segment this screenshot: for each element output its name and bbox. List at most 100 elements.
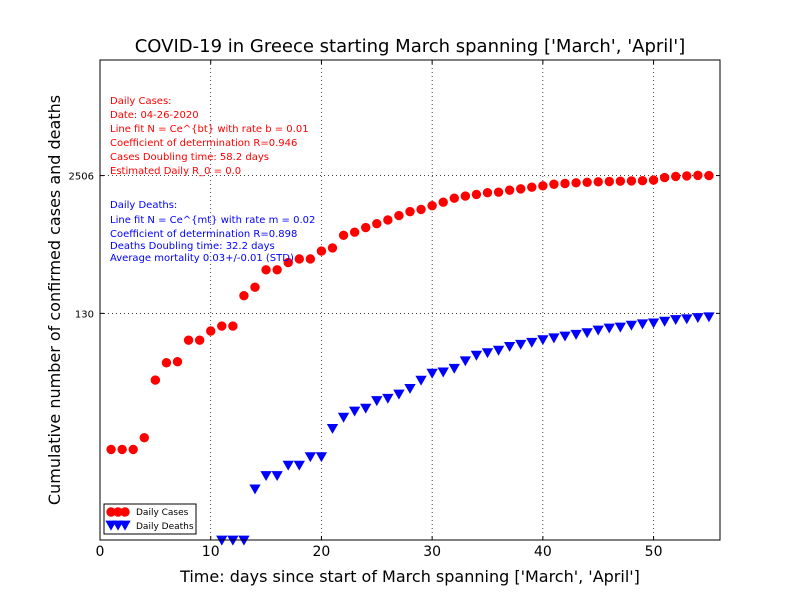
axis-ticks: 0 10 20 30 40 50 130 2506	[69, 60, 720, 560]
series-cases	[106, 170, 714, 455]
deaths-point	[404, 383, 416, 394]
cases-point	[394, 210, 404, 221]
deaths-point	[448, 363, 460, 374]
cases-point	[106, 444, 116, 455]
deaths-point	[647, 318, 660, 329]
cases-point	[538, 181, 548, 191]
legend: Daily Cases Daily Deaths	[103, 503, 197, 535]
deaths-point	[559, 331, 571, 342]
deaths-point	[249, 484, 261, 495]
cases-annotation-line-5: Estimated Daily R_0 = 0.0	[110, 166, 241, 177]
deaths-point	[348, 406, 361, 417]
cases-point	[194, 335, 205, 345]
cases-point	[682, 171, 692, 181]
cases-point	[615, 176, 626, 186]
cases-point	[549, 179, 559, 189]
deaths-annotation-line-1: Line fit N = Ce^{mt} with rate m = 0.02	[110, 215, 315, 226]
cases-point	[283, 257, 293, 268]
deaths-point	[570, 329, 582, 340]
cases-point	[316, 246, 327, 256]
deaths-point	[326, 424, 339, 434]
cases-annotation: Daily Cases: Date: 04-26-2020 Line fit N…	[110, 96, 309, 177]
cases-point	[405, 206, 415, 217]
deaths-point	[548, 333, 560, 344]
cases-point	[671, 171, 681, 182]
cases-point	[582, 177, 592, 187]
deaths-point	[592, 325, 604, 336]
cases-annotation-line-0: Daily Cases:	[110, 96, 172, 107]
deaths-point	[371, 396, 383, 407]
deaths-point	[260, 471, 272, 482]
deaths-point	[581, 328, 593, 339]
cases-point	[626, 176, 637, 186]
deaths-annotation-line-0: Daily Deaths:	[110, 200, 177, 211]
deaths-point	[636, 319, 649, 330]
cases-point	[460, 191, 471, 201]
deaths-point	[337, 412, 350, 423]
legend-deaths-marker	[112, 520, 124, 531]
cases-point	[261, 265, 271, 275]
cases-point	[161, 358, 172, 368]
cases-point	[659, 172, 670, 183]
y-tick-label: 130	[75, 309, 94, 320]
deaths-point	[426, 368, 438, 379]
cases-point	[139, 432, 149, 443]
plot-frame	[99, 59, 721, 541]
cases-point	[294, 254, 304, 264]
cases-point	[239, 290, 249, 301]
cases-point	[349, 227, 360, 237]
deaths-annotation-line-2: Coefficient of determination R=0.898	[110, 229, 297, 240]
deaths-point	[681, 314, 693, 325]
deaths-point	[382, 393, 394, 404]
cases-point	[361, 222, 371, 233]
deaths-point	[492, 345, 505, 356]
legend-deaths-marker	[119, 520, 131, 531]
deaths-point	[515, 339, 527, 350]
deaths-point	[282, 460, 294, 471]
cases-point	[471, 189, 482, 200]
cases-point	[183, 335, 194, 345]
x-tick-label: 0	[96, 544, 105, 560]
cases-point	[272, 265, 282, 275]
cases-point	[117, 444, 127, 455]
cases-point	[482, 188, 493, 198]
cases-point	[516, 184, 526, 194]
deaths-point	[470, 350, 483, 361]
deaths-point	[437, 367, 449, 378]
deaths-point	[526, 337, 538, 348]
deaths-point	[692, 313, 704, 324]
x-axis-label: Time: days since start of March spanning…	[179, 567, 640, 586]
deaths-point	[670, 315, 682, 326]
legend-label-cases: Daily Cases	[136, 508, 189, 518]
deaths-point	[537, 335, 549, 346]
cases-point	[150, 375, 161, 385]
cases-point	[704, 170, 714, 181]
deaths-point	[481, 348, 494, 359]
cases-point	[128, 444, 138, 455]
cases-annotation-line-3: Coefficient of determination R=0.946	[110, 138, 297, 149]
deaths-point	[603, 323, 615, 334]
cases-point	[604, 176, 614, 187]
cases-point	[427, 200, 437, 211]
legend-deaths-marker	[105, 520, 117, 531]
cases-point	[228, 321, 238, 331]
cases-point	[250, 282, 260, 292]
y-axis-label: Cumulative number of confirmed cases and…	[45, 95, 64, 505]
deaths-point	[304, 452, 317, 463]
cases-point	[172, 357, 183, 367]
cases-point	[206, 326, 216, 336]
grid	[100, 60, 720, 540]
x-tick-label: 20	[313, 544, 331, 560]
cases-point	[571, 178, 581, 188]
deaths-annotation: Daily Deaths: Line fit N = Ce^{mt} with …	[110, 200, 315, 264]
legend-markers	[105, 507, 131, 531]
cases-point	[217, 321, 227, 331]
deaths-point	[658, 316, 671, 327]
cases-point	[327, 243, 338, 253]
cases-point	[527, 182, 537, 192]
cases-point	[560, 178, 570, 189]
deaths-annotation-line-4: Average mortality 0.03+/-0.01 (STD)	[110, 253, 294, 264]
cases-point	[305, 254, 316, 264]
cases-point	[648, 175, 659, 185]
